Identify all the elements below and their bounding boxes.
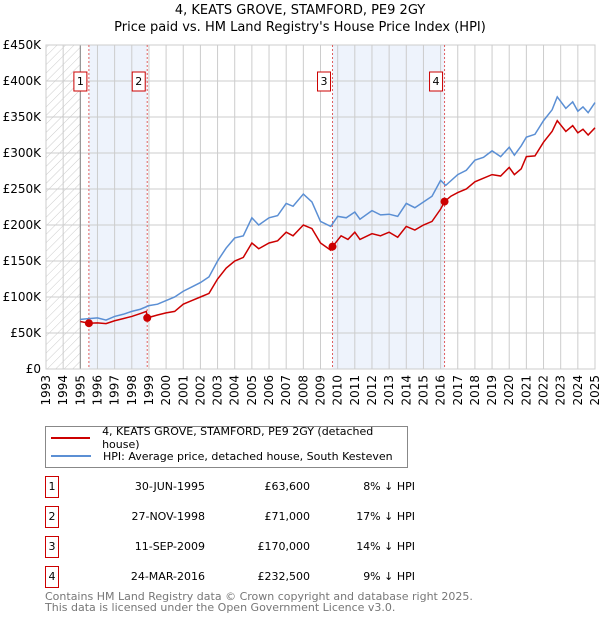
y-tick-label: £300K [3, 146, 43, 160]
x-tick-label: 2021 [519, 375, 533, 406]
x-tick-label: 2022 [537, 375, 551, 406]
x-tick-label: 1997 [108, 375, 122, 406]
sale-row: 4 24-MAR-2016 £232,500 9% ↓ HPI [45, 566, 445, 590]
sale-label: 2 [135, 75, 142, 88]
x-tick-label: 1995 [73, 375, 87, 406]
y-tick-label: £0 [26, 362, 41, 376]
x-tick-label: 2011 [348, 375, 362, 406]
x-tick-label: 2012 [365, 375, 379, 406]
chart-subtitle: Price paid vs. HM Land Registry's House … [114, 20, 486, 35]
sale-label-box [317, 71, 332, 92]
y-tick-label: £250K [3, 182, 43, 196]
sale-price: £63,600 [264, 480, 311, 493]
x-tick-label: 2014 [399, 375, 413, 406]
y-tick-label: £200K [3, 218, 43, 232]
legend: 4, KEATS GROVE, STAMFORD, PE9 2GY (detac… [45, 425, 408, 468]
footer-line-2: This data is licensed under the Open Gov… [45, 601, 396, 614]
sale-date: 11-SEP-2009 [134, 540, 205, 553]
legend-item-property: 4, KEATS GROVE, STAMFORD, PE9 2GY (detac… [46, 425, 407, 451]
y-tick-label: £350K [3, 110, 43, 124]
y-tick-label: £400K [3, 74, 43, 88]
x-tick-label: 1996 [90, 375, 104, 406]
sale-date: 30-JUN-1995 [134, 480, 205, 493]
legend-item-hpi: HPI: Average price, detached house, Sout… [46, 447, 393, 465]
x-tick-label: 2005 [245, 375, 259, 406]
hpi-line [80, 95, 596, 321]
x-tick-label: 2010 [331, 375, 345, 406]
sale-point [143, 313, 152, 322]
x-tick-label: 2007 [279, 375, 293, 406]
shaded-band [332, 45, 445, 369]
sale-number: 3 [45, 536, 59, 558]
x-tick-label: 2001 [176, 375, 190, 406]
x-tick-label: 2006 [262, 375, 276, 406]
x-tick-label: 2025 [588, 375, 600, 406]
legend-label: HPI: Average price, detached house, Sout… [103, 449, 393, 463]
sale-number: 4 [45, 566, 59, 588]
x-tick-label: 2024 [571, 375, 585, 406]
y-tick-label: £100K [3, 290, 43, 304]
footer-line-1: Contains HM Land Registry data © Crown c… [45, 590, 473, 603]
sale-hpi-diff: 14% ↓ HPI [356, 540, 415, 553]
sale-point [328, 242, 337, 251]
x-tick-label: 1993 [39, 375, 53, 406]
sale-price: £232,500 [257, 570, 311, 583]
x-tick-label: 2008 [296, 375, 310, 406]
sale-label: 3 [321, 75, 328, 88]
sale-price: £170,000 [257, 540, 311, 553]
x-tick-label: 2018 [468, 375, 482, 406]
sale-hpi-diff: 17% ↓ HPI [356, 510, 415, 523]
sale-price: £71,000 [264, 510, 311, 523]
y-tick-label: £150K [3, 254, 43, 268]
sale-label: 1 [77, 75, 84, 88]
x-tick-label: 2016 [434, 375, 448, 406]
x-tick-label: 2002 [193, 375, 207, 406]
x-tick-label: 1998 [125, 375, 139, 406]
property-price-line [80, 119, 596, 325]
sale-label-box [73, 71, 88, 92]
chart-title: 4, KEATS GROVE, STAMFORD, PE9 2GY [174, 3, 426, 18]
x-tick-label: 2003 [211, 375, 225, 406]
y-tick-label: £450K [3, 38, 43, 52]
plot-area: £0 £50K £100K £150K £200K £250K £300K £350K £400… [3, 38, 600, 406]
sale-hpi-diff: 9% ↓ HPI [363, 570, 415, 583]
sale-row: 1 30-JUN-1995 £63,600 8% ↓ HPI [45, 476, 445, 500]
legend-swatch-blue [51, 455, 91, 457]
sale-date: 27-NOV-1998 [131, 510, 205, 523]
x-tick-label: 2020 [502, 375, 516, 406]
sale-date: 24-MAR-2016 [130, 570, 205, 583]
sale-number: 2 [45, 506, 59, 528]
x-tick-label: 2004 [228, 375, 242, 406]
sale-label: 4 [433, 75, 440, 88]
sale-point [440, 197, 449, 206]
sale-label-box [429, 71, 444, 92]
x-tick-label: 2015 [416, 375, 430, 406]
legend-swatch-red [51, 437, 91, 439]
y-tick-label: £50K [10, 326, 42, 340]
x-tick-label: 2019 [485, 375, 499, 406]
sale-point [84, 319, 93, 328]
sale-row: 3 11-SEP-2009 £170,000 14% ↓ HPI [45, 536, 445, 560]
x-tick-label: 2000 [159, 375, 173, 406]
x-tick-label: 2013 [382, 375, 396, 406]
legend-label: 4, KEATS GROVE, STAMFORD, PE9 2GY (detac… [102, 425, 374, 451]
x-tick-label: 2017 [451, 375, 465, 406]
x-tick-label: 1994 [56, 375, 70, 406]
sale-label-box [131, 71, 146, 92]
sale-row: 2 27-NOV-1998 £71,000 17% ↓ HPI [45, 506, 445, 530]
sale-number: 1 [45, 476, 59, 498]
x-tick-label: 2023 [554, 375, 568, 406]
plot-border [45, 44, 596, 370]
sale-hpi-diff: 8% ↓ HPI [363, 480, 415, 493]
x-tick-label: 2009 [314, 375, 328, 406]
x-tick-label: 1999 [142, 375, 156, 406]
